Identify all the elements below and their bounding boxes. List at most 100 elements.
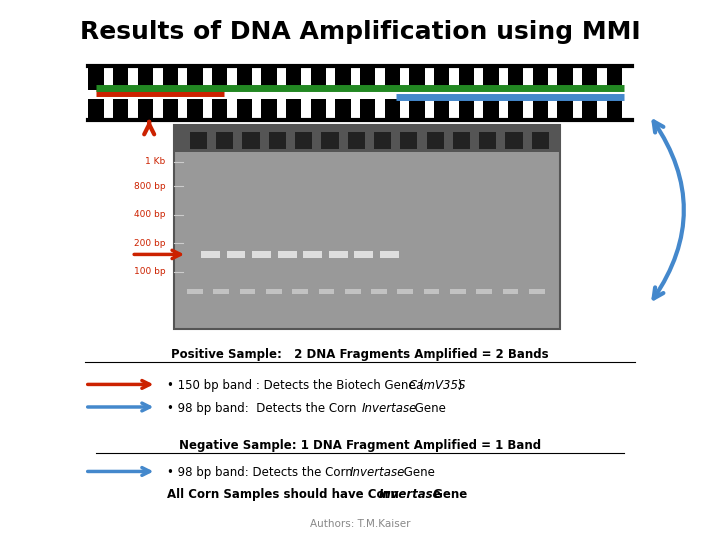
Bar <box>371 289 387 294</box>
Bar <box>450 289 466 294</box>
Bar <box>483 66 499 90</box>
Bar <box>202 251 220 258</box>
Bar <box>410 66 425 90</box>
Bar <box>479 132 496 149</box>
Bar <box>138 66 153 90</box>
Text: 1 Kb: 1 Kb <box>145 157 166 166</box>
Bar <box>505 132 523 149</box>
Bar <box>310 99 326 119</box>
Bar <box>434 66 449 90</box>
Bar <box>253 251 271 258</box>
Text: Invertase: Invertase <box>379 488 441 501</box>
Bar <box>292 289 308 294</box>
Bar <box>360 66 375 90</box>
Bar <box>261 99 276 119</box>
Text: ): ) <box>454 379 462 392</box>
Bar <box>89 66 104 90</box>
Bar <box>286 66 301 90</box>
Bar <box>113 66 128 90</box>
Bar <box>329 251 348 258</box>
Bar <box>240 289 256 294</box>
Bar <box>138 99 153 119</box>
Bar <box>345 289 361 294</box>
Bar <box>216 132 233 149</box>
Text: • 98 bp band:  Detects the Corn: • 98 bp band: Detects the Corn <box>167 402 360 415</box>
Bar <box>459 99 474 119</box>
Bar <box>410 99 425 119</box>
Bar <box>163 99 178 119</box>
Text: Results of DNA Amplification using MMI: Results of DNA Amplification using MMI <box>80 20 640 44</box>
Bar <box>318 289 334 294</box>
Bar <box>303 251 322 258</box>
Text: Positive Sample:   2 DNA Fragments Amplified = 2 Bands: Positive Sample: 2 DNA Fragments Amplifi… <box>171 348 549 361</box>
Bar <box>295 132 312 149</box>
Bar <box>360 99 375 119</box>
Text: 200 bp: 200 bp <box>134 239 166 248</box>
Bar <box>212 66 228 90</box>
Bar <box>528 289 544 294</box>
Bar <box>321 132 338 149</box>
Bar <box>187 66 202 90</box>
Bar <box>237 66 252 90</box>
Bar <box>374 132 391 149</box>
Bar <box>503 289 518 294</box>
Text: 100 bp: 100 bp <box>134 267 166 276</box>
Text: 400 bp: 400 bp <box>134 210 166 219</box>
Bar <box>508 66 523 90</box>
Bar <box>557 99 573 119</box>
Text: Authors: T.M.Kaiser: Authors: T.M.Kaiser <box>310 519 410 529</box>
Bar <box>286 99 301 119</box>
Bar <box>508 99 523 119</box>
Bar <box>261 66 276 90</box>
Text: Invertase: Invertase <box>361 402 417 415</box>
Bar <box>434 99 449 119</box>
Text: • 150 bp band : Detects the Biotech Gene (: • 150 bp band : Detects the Biotech Gene… <box>167 379 424 392</box>
Bar <box>426 132 444 149</box>
Bar <box>348 132 365 149</box>
Text: 800 bp: 800 bp <box>134 181 166 191</box>
Bar <box>483 99 499 119</box>
Bar <box>400 132 418 149</box>
Bar <box>227 251 246 258</box>
Bar <box>113 99 128 119</box>
Bar <box>336 66 351 90</box>
Bar <box>278 251 297 258</box>
Bar <box>582 66 598 90</box>
Bar <box>607 66 622 90</box>
Bar <box>459 66 474 90</box>
Bar <box>354 251 373 258</box>
Bar <box>557 66 573 90</box>
Bar <box>237 99 252 119</box>
Bar <box>380 251 399 258</box>
Bar <box>476 289 492 294</box>
Bar <box>212 99 228 119</box>
Bar <box>336 99 351 119</box>
Text: CamV35S: CamV35S <box>408 379 466 392</box>
Bar <box>423 289 439 294</box>
Bar <box>89 99 104 119</box>
Bar <box>174 125 560 152</box>
Bar <box>533 66 548 90</box>
Bar <box>213 289 229 294</box>
Text: • 98 bp band: Detects the Corn: • 98 bp band: Detects the Corn <box>167 466 356 479</box>
Bar <box>266 289 282 294</box>
Bar <box>453 132 470 149</box>
Bar <box>269 132 286 149</box>
Bar <box>384 66 400 90</box>
Text: All Corn Samples should have Corn: All Corn Samples should have Corn <box>167 488 403 501</box>
Bar <box>190 132 207 149</box>
Bar <box>384 99 400 119</box>
Text: Invertase: Invertase <box>350 466 405 479</box>
Bar <box>187 99 202 119</box>
Bar <box>533 99 548 119</box>
Bar <box>163 66 178 90</box>
Bar <box>310 66 326 90</box>
Text: Gene: Gene <box>400 466 435 479</box>
Bar <box>243 132 260 149</box>
Bar <box>174 125 560 329</box>
Bar <box>582 99 598 119</box>
Text: Gene: Gene <box>428 488 467 501</box>
Text: Negative Sample: 1 DNA Fragment Amplified = 1 Band: Negative Sample: 1 DNA Fragment Amplifie… <box>179 439 541 452</box>
Bar <box>187 289 203 294</box>
Bar <box>397 289 413 294</box>
